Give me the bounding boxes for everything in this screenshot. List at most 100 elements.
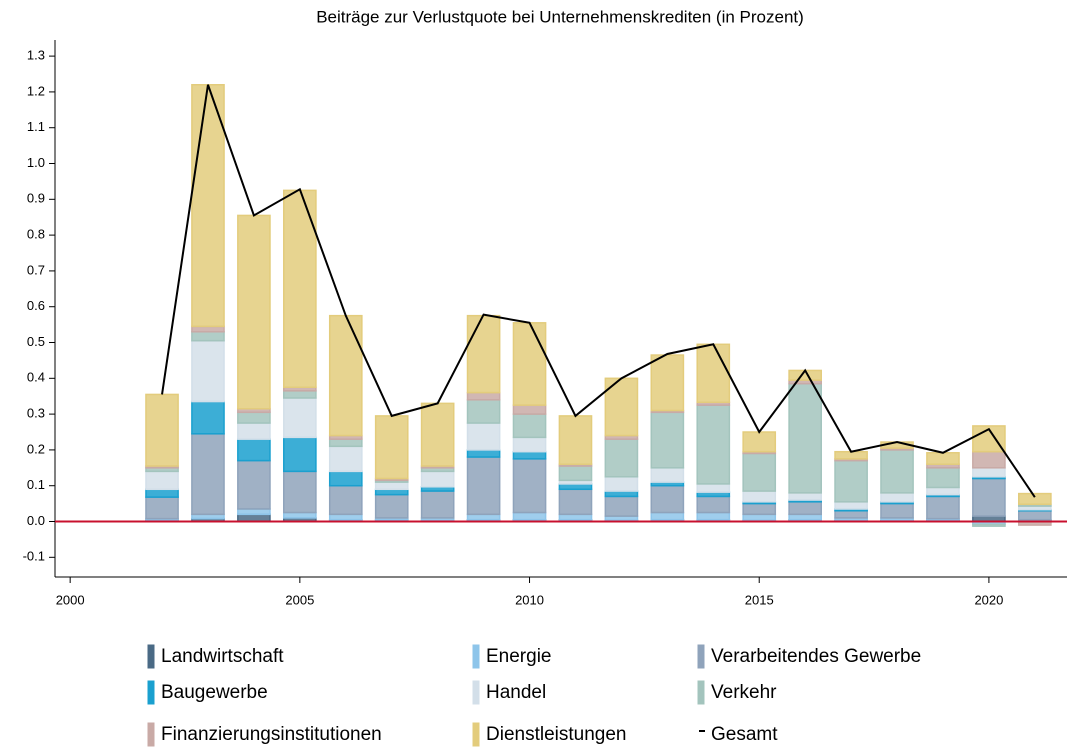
bar-segment [420,470,455,488]
bar-segment [512,450,547,460]
y-tick-label: 0.4 [27,370,45,385]
bar-segment [926,495,960,520]
bar-segment [604,490,639,498]
bar-segment [926,452,960,465]
bar-segment [742,502,777,516]
legend-marker [472,644,480,669]
bar-segment [604,495,639,517]
legend-marker [472,680,480,705]
bar-segment [834,450,868,460]
bar-segment [283,511,317,519]
bar-segment [558,513,593,521]
bar-segment [650,354,685,412]
legend-marker [147,644,155,669]
total-line [161,84,1036,498]
bar-segment [788,513,822,521]
bar-segment [512,458,547,514]
legend-label: Dienstleistungen [486,724,626,745]
y-tick-label: 0.1 [27,477,45,492]
bar-segment [191,84,225,328]
bar-segment [145,470,179,491]
bar-segment [328,513,363,521]
bar-segment [650,411,685,469]
bar-segment [512,511,547,521]
bar-segment [788,492,822,501]
y-tick-label: 1.2 [27,83,45,98]
y-tick-label: 1.3 [27,48,45,63]
y-tick-label: 0.6 [27,298,45,313]
bar-segment [650,467,685,483]
legend-label: Baugewerbe [161,682,268,703]
x-tick-label: 2005 [285,592,314,607]
bar-segment [834,510,868,519]
bar-segment [1018,510,1052,521]
bar-segment [604,476,639,492]
bar-segment [466,456,501,516]
bar-segment [696,404,731,485]
bar-segment [191,400,225,435]
bar-segment [512,404,547,415]
bar-segment [191,339,225,403]
bar-segment [328,484,363,516]
bar-segment [466,391,501,401]
bar-segment [696,483,731,493]
legend-label: Energie [486,646,552,667]
bar-segment [237,214,271,410]
bar-segment [696,511,731,521]
x-tick-label: 2000 [56,592,85,607]
bar-segment [926,467,960,489]
y-tick-label: 1.1 [27,119,45,134]
bar-segment [328,314,363,437]
bar-segment [328,470,363,487]
bar-segment [972,477,1006,517]
bar-segment [880,449,914,494]
bar-segment [1018,492,1052,506]
bar-segment [283,390,317,399]
bar-segment [237,411,271,424]
y-tick-label: 0.7 [27,262,45,277]
bar-segment [558,465,593,482]
bar-segment [237,459,271,510]
bar-segment [191,325,225,333]
bar-segment [696,343,731,404]
y-tick-label: 0.5 [27,334,45,349]
bar-segment [145,393,179,467]
bar-segment [420,490,455,519]
bar-segment [834,501,868,510]
bar-segment [788,382,822,494]
bar-segment [283,436,317,473]
y-tick-label: 0.9 [27,191,45,206]
bar-segment [650,484,685,514]
bar-segment [374,493,409,519]
bar-segment [145,488,179,498]
y-tick-label: 0.8 [27,227,45,242]
legend-label: Verarbeitendes Gewerbe [711,646,921,667]
bar-segment [374,488,409,496]
bar-segment [328,438,363,448]
bar-segment [283,397,317,439]
bar-segment [512,322,547,406]
y-tick-label: 0.3 [27,406,45,421]
bar-segment [237,513,271,523]
y-tick-label: -0.1 [23,549,45,564]
bar-segment [696,495,731,514]
bar-segment [972,467,1006,478]
bar-segment [191,331,225,342]
y-tick-label: 1.0 [27,155,45,170]
bar-segment [742,431,777,453]
bar-segment [374,481,409,491]
bar-segment [558,415,593,465]
bar-segment [742,452,777,492]
bar-segment [512,436,547,453]
legend-label: Verkehr [711,682,777,703]
legend-marker [472,722,480,747]
y-tick-label: 0.2 [27,441,45,456]
legend-label: Landwirtschaft [161,646,284,667]
chart-title: Beiträge zur Verlustquote bei Unternehme… [316,7,804,26]
bar-segment [466,422,501,451]
x-tick-label: 2020 [974,592,1003,607]
bar-segment [283,470,317,514]
legend-label: Finanzierungsinstitutionen [161,724,382,745]
